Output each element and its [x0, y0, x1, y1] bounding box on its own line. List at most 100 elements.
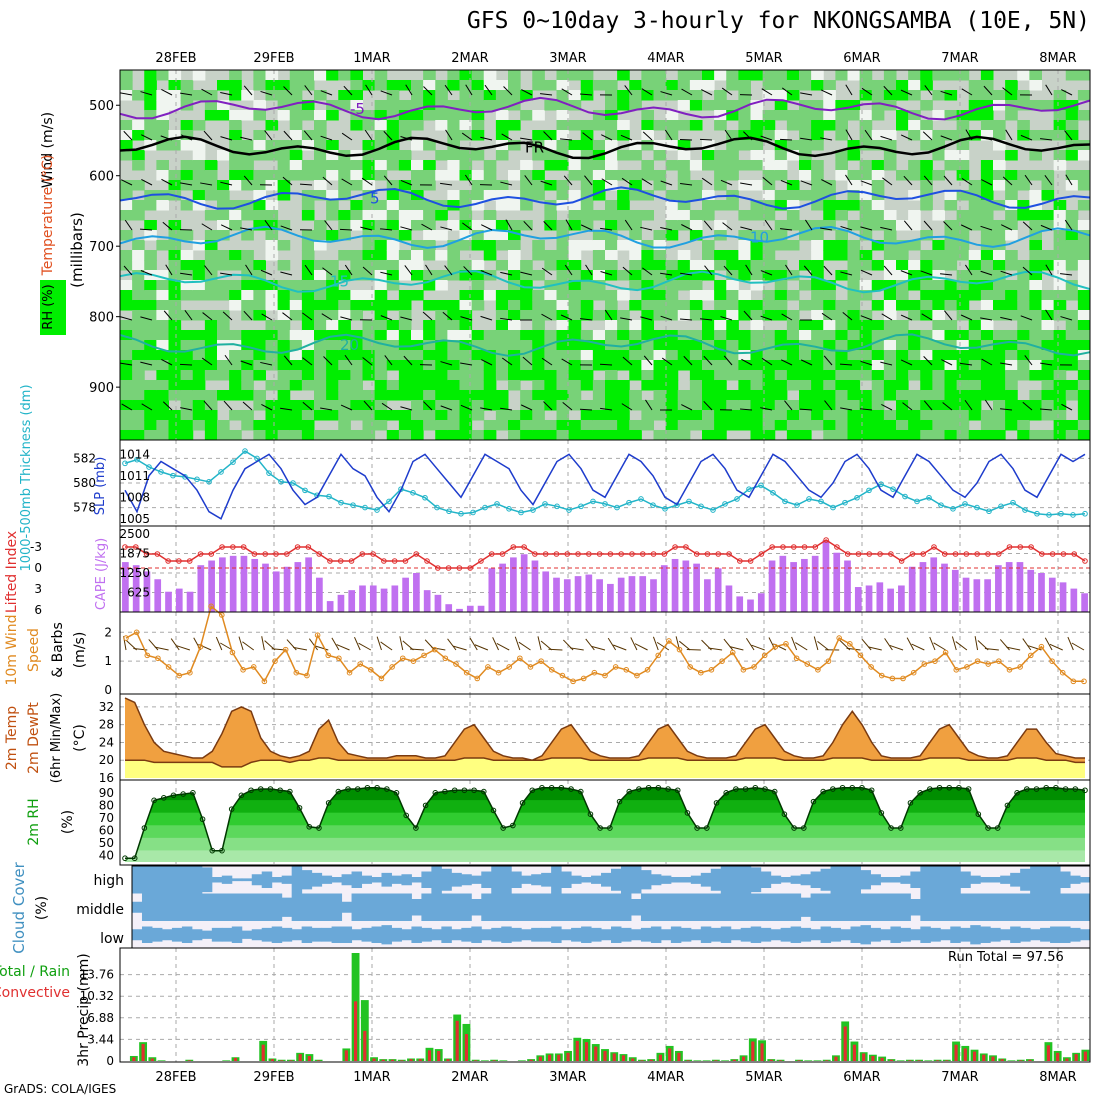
rh-cell — [823, 240, 836, 251]
wind-barb — [500, 181, 513, 186]
rh-cell — [120, 430, 133, 441]
wind-barb — [1040, 224, 1053, 231]
rh-cell — [786, 220, 800, 231]
rh-cell — [362, 210, 376, 221]
rh-cell — [580, 380, 594, 391]
rh-cell — [871, 220, 885, 231]
rh-cell — [1005, 170, 1018, 181]
wind-barb — [500, 271, 513, 276]
rh-cell — [217, 280, 230, 291]
rh-cell — [811, 320, 824, 331]
cloud-bar — [910, 899, 921, 916]
lifted-index-line-point — [132, 544, 139, 550]
rh-cell — [168, 80, 182, 91]
rh-cell — [689, 360, 703, 371]
rh-cell — [786, 140, 800, 151]
rh-cell — [835, 110, 848, 121]
rh-cell — [326, 70, 339, 81]
rh-cell — [314, 410, 327, 421]
rh-cell — [786, 310, 800, 321]
thickness-line-point — [206, 478, 212, 485]
rh-cell — [762, 350, 776, 361]
lifted-index-line-point — [176, 558, 182, 564]
rh-cell — [883, 80, 897, 91]
rh-cell — [326, 350, 339, 361]
rh-cell — [289, 110, 303, 121]
wind-barb — [780, 359, 793, 366]
rh-line-point — [946, 784, 953, 791]
cloud-bar — [660, 893, 672, 921]
rh-cell — [774, 80, 788, 91]
rh-cell — [180, 230, 194, 241]
thickness-line-point — [434, 504, 440, 511]
cloud-bar — [341, 901, 353, 913]
rh-cell — [1065, 230, 1079, 241]
rh-cell — [859, 310, 873, 321]
rh-cell — [132, 420, 145, 431]
cloud-bar — [640, 870, 652, 890]
wind-barb — [983, 85, 993, 96]
rh-cell — [859, 420, 873, 431]
cape-bar — [337, 594, 345, 612]
wind-barb — [580, 318, 593, 321]
rh-cell — [326, 160, 339, 171]
rh-cell — [217, 220, 230, 231]
thickness-line-point — [722, 501, 728, 507]
rh-cell — [229, 370, 242, 381]
rh-cell — [544, 380, 557, 391]
cape-bar — [165, 591, 172, 612]
rh-cell — [241, 410, 254, 421]
rh-cell — [289, 140, 303, 151]
cape-bar — [822, 540, 830, 612]
rh-cell — [1041, 290, 1055, 301]
rh-cell — [1017, 300, 1030, 311]
wind-barb — [280, 407, 293, 411]
lifted-index-line-point — [844, 551, 851, 557]
wind-barb — [860, 226, 873, 231]
rh-cell — [750, 200, 764, 211]
rh-cell — [1077, 180, 1091, 191]
rh-cell — [1005, 350, 1018, 361]
rh-cell — [229, 130, 242, 141]
rh-cell — [544, 310, 557, 321]
precip-convective-bar — [400, 1060, 404, 1061]
wind-barb — [360, 226, 373, 231]
rh-cell — [920, 170, 933, 181]
wind-barb — [903, 220, 913, 231]
panel-frame — [119, 947, 1091, 1063]
rh-cell — [617, 400, 630, 411]
rh-cell — [702, 400, 715, 411]
rh-cell — [471, 360, 485, 371]
thickness-line-point — [926, 494, 932, 501]
wind-barb — [484, 84, 493, 96]
rh-cell — [811, 140, 824, 151]
rh-cell — [495, 240, 509, 251]
dewpoint-area — [125, 758, 1085, 778]
wind-barb — [883, 85, 893, 96]
lifted-index-line-point — [812, 544, 819, 550]
rh-cell — [532, 350, 545, 361]
rh-cell — [411, 390, 424, 401]
rh-cell — [1077, 240, 1091, 251]
cape-bar — [887, 588, 894, 612]
wind-barb — [845, 174, 853, 186]
rh-cell — [314, 120, 327, 131]
wind-barb-10m — [238, 636, 244, 651]
rh-cell — [459, 150, 473, 161]
wind-speed-line-point — [804, 661, 811, 667]
rh-cell — [301, 290, 315, 301]
lifted-index-line-point — [316, 551, 322, 557]
rh-cell — [968, 330, 982, 341]
rh-cell — [520, 310, 533, 321]
rh-cell — [253, 340, 266, 351]
wind-barb-10m — [380, 641, 393, 651]
precip-tick-label: 10.32 — [80, 989, 114, 1003]
rh-cell — [556, 400, 570, 411]
wind-barb — [243, 310, 253, 321]
rh-cell — [374, 150, 388, 161]
precip-convective-bar — [658, 1054, 662, 1061]
cloud-bar — [481, 871, 492, 888]
rh-cell — [1077, 90, 1091, 101]
rh-cell — [847, 170, 861, 181]
rh-cell — [471, 430, 485, 441]
